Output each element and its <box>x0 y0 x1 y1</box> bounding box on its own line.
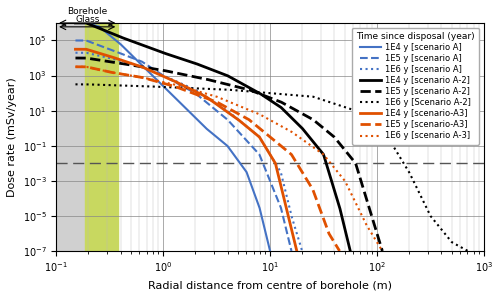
Text: Borehole: Borehole <box>67 7 108 16</box>
Y-axis label: Dose rate (mSv/year): Dose rate (mSv/year) <box>7 77 17 197</box>
Bar <box>56 23 85 251</box>
Legend: 1E4 y [scenario A], 1E5 y [scenario A], 1E6 y [scenario A], 1E4 y [scenario A-2]: 1E4 y [scenario A], 1E5 y [scenario A], … <box>352 28 479 145</box>
Text: Glass: Glass <box>75 15 100 24</box>
X-axis label: Radial distance from centre of borehole (m): Radial distance from centre of borehole … <box>148 280 392 290</box>
Bar <box>85 23 118 251</box>
